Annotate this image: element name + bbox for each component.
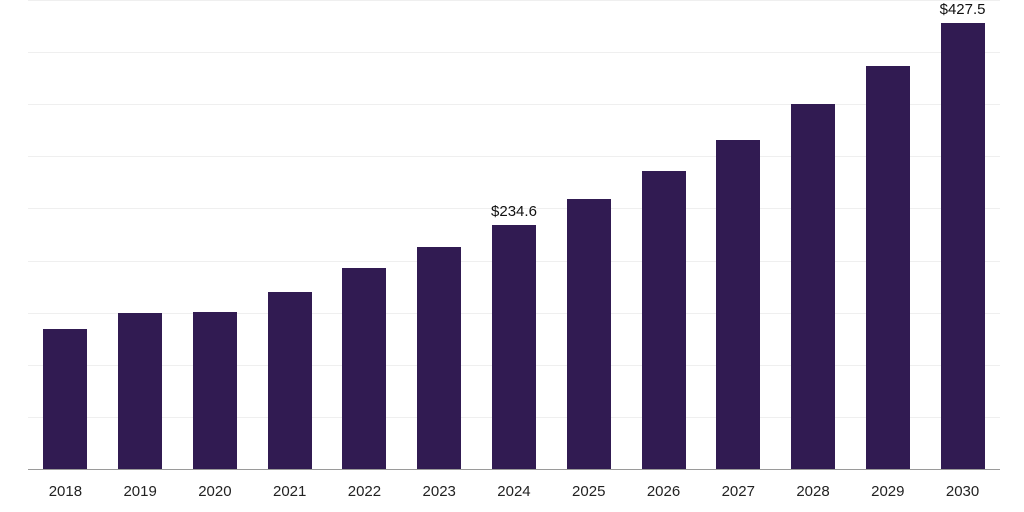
bar-slot-2025	[551, 0, 626, 469]
x-axis-labels: 2018 2019 2020 2021 2022 2023 2024 2025 2026 2027…	[28, 470, 1000, 512]
value-label-2030: $427.5	[939, 1, 986, 19]
bar-2027	[716, 139, 761, 469]
x-axis-label-2028: 2028	[796, 482, 830, 500]
bar-2023	[417, 247, 462, 469]
bar-slot-2026	[626, 0, 701, 469]
bar-2019	[118, 312, 163, 469]
bar-slot-2022	[327, 0, 402, 469]
bar-slot-2019	[103, 0, 178, 469]
gridline	[28, 208, 1000, 210]
x-axis-label-2020: 2020	[198, 482, 232, 500]
bar-slot-2029	[850, 0, 925, 469]
x-axis-label-2026: 2026	[646, 482, 681, 500]
bar-2028	[791, 104, 836, 469]
x-axis-label-2024: 2024	[497, 482, 531, 500]
bar-slot-2023	[402, 0, 477, 469]
bars-row: $234.6 $427.5	[28, 0, 1000, 469]
bar-slot-2024: $234.6	[477, 0, 552, 469]
bar-slot-2018	[28, 0, 103, 469]
x-axis-line	[28, 469, 1000, 470]
gridline	[28, 0, 1000, 1]
bar-slot-2020	[178, 0, 253, 469]
gridline	[28, 52, 1000, 54]
bar-2026	[641, 170, 686, 469]
bar-2030	[940, 23, 985, 469]
x-axis-label-2023: 2023	[422, 482, 456, 500]
x-axis-label-2019: 2019	[123, 482, 157, 500]
gridline	[28, 104, 1000, 106]
x-axis-label-2021: 2021	[272, 482, 307, 500]
bar-2029	[865, 65, 910, 469]
x-axis-label-2025: 2025	[572, 482, 606, 500]
plot-area: $234.6 $427.5	[28, 0, 1000, 470]
gridline	[28, 156, 1000, 158]
x-axis-label-2022: 2022	[347, 482, 382, 500]
bar-2022	[342, 267, 387, 469]
x-axis-label-2030: 2030	[945, 482, 980, 500]
bar-slot-2028	[776, 0, 851, 469]
bar-2020	[192, 311, 237, 469]
x-axis-label-2027: 2027	[721, 482, 755, 500]
bar-2021	[267, 291, 312, 469]
bar-slot-2021	[252, 0, 327, 469]
bar-2018	[43, 329, 88, 469]
bar-2024	[491, 224, 536, 469]
bar-slot-2027	[701, 0, 776, 469]
value-label-2024: $234.6	[491, 202, 537, 220]
x-axis-label-2029: 2029	[871, 482, 905, 500]
x-axis-label-2018: 2018	[48, 482, 83, 500]
bar-2025	[566, 199, 611, 469]
bar-slot-2030: $427.5	[925, 0, 1000, 469]
